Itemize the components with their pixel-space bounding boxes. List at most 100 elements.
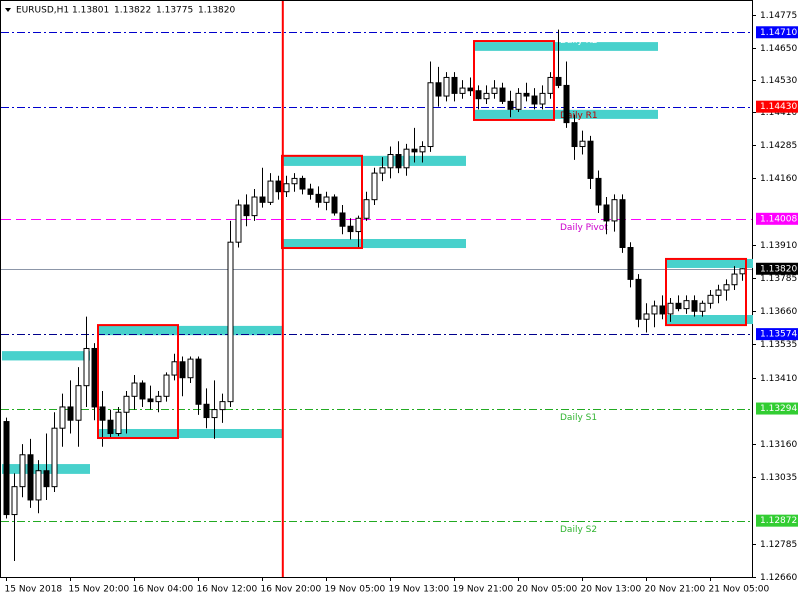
candle-body bbox=[595, 177, 602, 206]
candle-body bbox=[19, 454, 26, 488]
zone bbox=[666, 258, 762, 268]
candle-body bbox=[579, 140, 586, 148]
candle-body bbox=[67, 406, 74, 421]
y-tick-label: 1.14775 bbox=[760, 11, 797, 21]
y-tick-label: 1.12660 bbox=[760, 573, 797, 583]
candle-body bbox=[11, 486, 18, 516]
candle-body bbox=[531, 95, 538, 105]
candle-body bbox=[291, 177, 298, 185]
candle-body bbox=[75, 385, 82, 421]
y-tick-label: 1.13535 bbox=[760, 340, 797, 350]
candle-body bbox=[651, 305, 658, 315]
candle-body bbox=[35, 470, 42, 501]
candle-body bbox=[187, 358, 194, 379]
level-price-label: 1.14430 bbox=[760, 102, 797, 112]
y-tick-label: 1.14530 bbox=[760, 76, 797, 86]
time-axis bbox=[0, 578, 753, 600]
y-tick-label: 1.14410 bbox=[760, 108, 797, 118]
candle-body bbox=[147, 398, 154, 403]
level-name: Daily S1 bbox=[560, 413, 597, 423]
candle-body bbox=[667, 302, 674, 315]
y-tick-label: 1.13160 bbox=[760, 440, 797, 450]
candle-body bbox=[363, 199, 370, 219]
level-name: Daily R2 bbox=[560, 36, 598, 46]
candle-body bbox=[411, 148, 418, 153]
candle-body bbox=[275, 180, 282, 193]
x-tick-label: 20 Nov 05:00 bbox=[517, 585, 578, 595]
candle-body bbox=[227, 241, 234, 403]
candle-body bbox=[267, 180, 274, 203]
candle-body bbox=[699, 302, 706, 312]
candle-body bbox=[435, 82, 442, 97]
candle-body bbox=[523, 92, 530, 97]
level-name: Daily S2 bbox=[560, 525, 597, 535]
x-tick-label: 16 Nov 20:00 bbox=[261, 585, 322, 595]
y-tick-label: 1.13410 bbox=[760, 374, 797, 384]
candle-body bbox=[547, 76, 554, 94]
candle-body bbox=[563, 84, 570, 124]
level-price-box bbox=[756, 100, 798, 113]
y-tick-label: 1.12785 bbox=[760, 540, 797, 550]
level-price-label: 1.13574 bbox=[760, 330, 797, 340]
level-price-box bbox=[756, 514, 798, 527]
x-tick-label: 15 Nov 20:00 bbox=[69, 585, 130, 595]
y-tick-label: 1.13660 bbox=[760, 307, 797, 317]
readout-value: 1.13775 bbox=[156, 6, 193, 16]
candle-body bbox=[619, 199, 626, 249]
x-tick-label: 16 Nov 12:00 bbox=[197, 585, 258, 595]
candle-body bbox=[587, 140, 594, 179]
candle-body bbox=[499, 87, 506, 102]
level-name: Daily R1 bbox=[560, 111, 598, 121]
signal-box bbox=[97, 324, 179, 440]
signal-box bbox=[473, 40, 555, 121]
level-price-box bbox=[756, 402, 798, 415]
x-tick-label: 19 Nov 13:00 bbox=[389, 585, 450, 595]
readout-value: 1.13801 bbox=[72, 6, 109, 16]
candle-body bbox=[179, 361, 186, 379]
candle-body bbox=[731, 273, 738, 286]
candle-body bbox=[507, 100, 514, 110]
candle-body bbox=[715, 289, 722, 296]
y-tick-label: 1.14285 bbox=[760, 141, 797, 151]
candle-body bbox=[683, 300, 690, 310]
symbol: EURUSD,H1 bbox=[16, 6, 69, 16]
candle-body bbox=[107, 419, 114, 435]
candle-body bbox=[379, 167, 386, 174]
candle-body bbox=[571, 122, 578, 148]
x-tick-label: 16 Nov 04:00 bbox=[133, 585, 194, 595]
level-price-box bbox=[756, 26, 798, 39]
candle-body bbox=[427, 82, 434, 148]
candle-body bbox=[707, 294, 714, 304]
candle-body bbox=[339, 212, 346, 227]
zone bbox=[282, 239, 466, 249]
candle-body bbox=[59, 406, 66, 429]
candle-body bbox=[451, 76, 458, 94]
candle-body bbox=[243, 204, 250, 217]
level-price-label: 1.14008 bbox=[760, 214, 797, 224]
candle-body bbox=[611, 199, 618, 222]
level-name: Daily Pivot bbox=[560, 223, 608, 233]
candle-body bbox=[371, 172, 378, 201]
level-price-label: 1.12872 bbox=[760, 516, 797, 526]
candle-body bbox=[299, 177, 306, 190]
candle-body bbox=[171, 361, 178, 376]
signal-box bbox=[281, 154, 363, 250]
y-tick-label: 1.14160 bbox=[760, 174, 797, 184]
candle-body bbox=[419, 146, 426, 153]
level-price-box bbox=[756, 212, 798, 225]
menu-triangle[interactable] bbox=[5, 8, 11, 12]
candle-body bbox=[251, 196, 258, 217]
x-tick-label: 21 Nov 05:00 bbox=[709, 585, 770, 595]
candle-body bbox=[163, 374, 170, 397]
y-tick-label: 1.13035 bbox=[760, 473, 797, 483]
candle-body bbox=[347, 225, 354, 233]
candle-body bbox=[403, 148, 410, 169]
candle-body bbox=[675, 302, 682, 310]
level-price-label: 1.14710 bbox=[760, 28, 797, 38]
zone bbox=[666, 314, 762, 325]
candle-body bbox=[467, 87, 474, 92]
candle-body bbox=[195, 358, 202, 405]
candle-body bbox=[627, 247, 634, 280]
plot-frame bbox=[0, 0, 753, 578]
